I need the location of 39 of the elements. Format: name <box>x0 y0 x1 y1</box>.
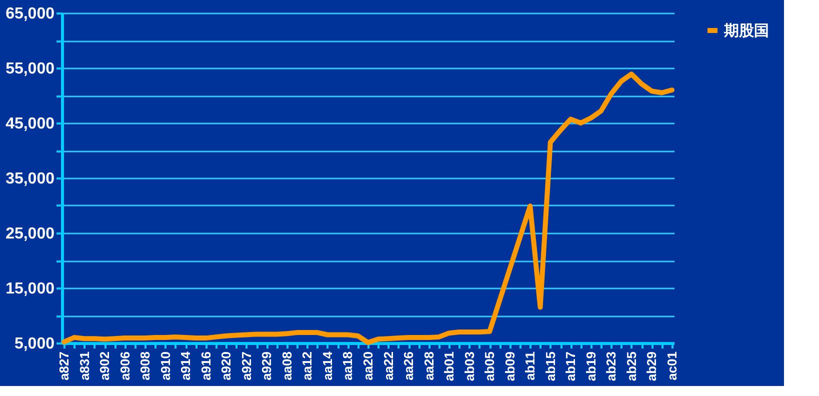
x-tick-label: ab03 <box>462 352 477 382</box>
y-tick-label: 25,000 <box>6 226 55 242</box>
x-tick-label: ab29 <box>644 352 660 382</box>
x-tick-label: a908 <box>138 352 153 380</box>
y-tick-label: 5,000 <box>14 336 55 352</box>
x-tick-label: aa20 <box>360 352 376 380</box>
x-tick-label: ab05 <box>482 352 498 382</box>
x-tick-label: a827 <box>56 352 72 380</box>
x-tick-label: ac01 <box>664 352 680 380</box>
x-tick-label: aa12 <box>300 352 315 380</box>
x-tick-label: a831 <box>76 352 92 380</box>
x-tick-label: ab01 <box>442 352 457 382</box>
x-tick-label: a920 <box>218 352 234 380</box>
y-tick-label: 35,000 <box>6 170 55 188</box>
x-tick-label: ab17 <box>563 352 578 382</box>
x-tick-label: ab23 <box>604 352 619 382</box>
y-tick-label: 55,000 <box>6 60 55 78</box>
x-tick-label: a902 <box>97 352 112 380</box>
y-tick-label: 15,000 <box>6 280 55 298</box>
x-tick-label: a914 <box>178 350 194 380</box>
x-tick-label: a906 <box>117 352 132 380</box>
x-tick-label: aa22 <box>380 352 396 380</box>
x-tick-label: aa26 <box>401 352 416 380</box>
x-tick-label: aa28 <box>421 352 436 380</box>
x-tick-label: ab11 <box>522 352 538 380</box>
y-tick-label: 45,000 <box>6 116 55 132</box>
x-tick-label: a916 <box>198 352 214 380</box>
x-tick-label: ab19 <box>583 352 598 382</box>
y-tick-label: 65,000 <box>6 6 55 22</box>
x-tick-label: aa08 <box>279 352 294 380</box>
x-tick-label: aa14 <box>320 350 335 380</box>
x-tick-label: ab15 <box>542 352 558 382</box>
x-tick-label: ab25 <box>624 352 639 382</box>
x-tick-label: ab09 <box>502 352 518 382</box>
legend-label: 期股国 <box>723 22 769 40</box>
x-tick-label: a929 <box>259 352 274 380</box>
x-tick-label: a927 <box>238 352 254 380</box>
x-tick-label: a910 <box>158 352 173 380</box>
x-tick-label: aa18 <box>340 352 356 380</box>
